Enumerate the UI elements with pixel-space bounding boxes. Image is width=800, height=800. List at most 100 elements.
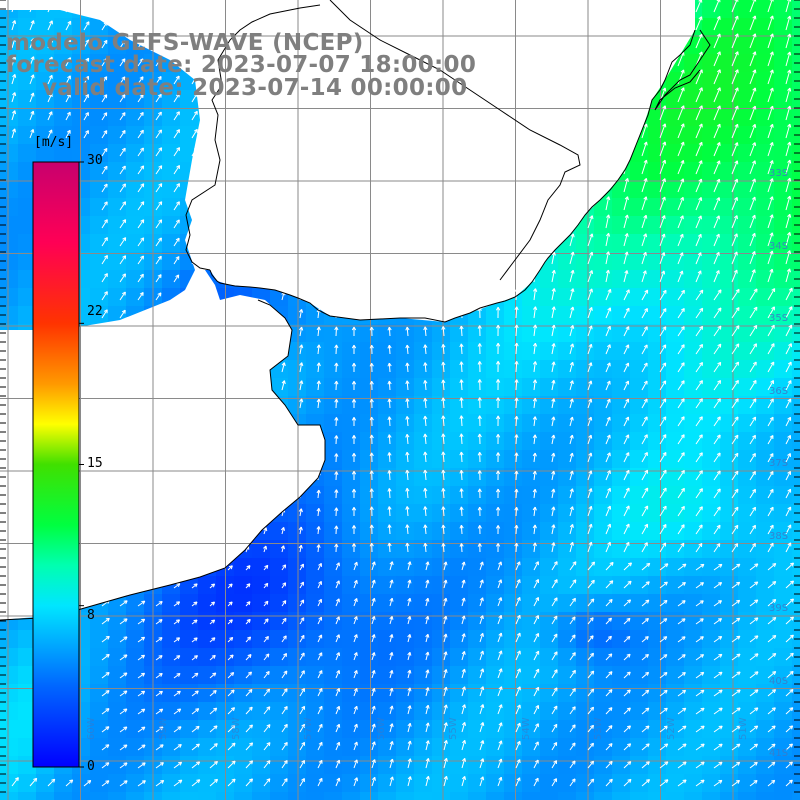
field-cell [648,378,667,397]
wind-arrow [605,232,611,247]
field-cell [684,54,703,73]
field-cell [666,378,685,397]
wind-arrow [173,219,180,229]
field-cell [90,288,109,307]
field-cell [630,360,649,379]
field-cell [360,594,379,613]
field-cell [684,342,703,361]
field-cell [648,342,667,361]
field-cell [0,198,19,217]
field-cell [594,288,613,307]
wind-arrow [695,178,703,193]
field-cell [378,324,397,343]
field-cell [630,558,649,577]
field-cell [198,774,217,793]
field-cell [108,54,127,73]
field-cell [108,198,127,217]
field-cell [468,504,487,523]
field-cell [630,792,649,800]
field-cell [162,108,181,127]
field-cell [72,126,91,145]
field-cell [180,666,199,685]
field-cell [738,558,757,577]
field-cell [486,306,505,325]
field-cell [360,558,379,577]
wind-arrow [605,269,610,283]
wind-arrow [119,76,126,85]
field-cell [252,702,271,721]
field-cell [234,702,253,721]
field-cell [414,396,433,415]
wind-arrow [191,110,198,121]
field-cell [468,720,487,739]
field-cell [342,702,361,721]
field-cell [720,360,739,379]
field-cell [558,558,577,577]
field-cell [342,648,361,667]
field-cell [0,234,19,253]
wind-arrow [101,58,108,67]
wind-arrow [137,291,144,301]
field-cell [522,774,541,793]
field-cell [738,720,757,739]
field-cell [396,342,415,361]
wind-arrow [65,57,71,67]
field-cell [738,324,757,343]
field-cell [702,288,721,307]
wind-arrow [749,87,757,103]
field-cell [720,468,739,487]
field-cell [594,414,613,433]
field-cell [414,450,433,469]
wind-arrow [749,33,757,49]
field-cell [558,486,577,505]
field-cell [576,720,595,739]
field-cell [414,684,433,703]
field-cell [486,756,505,775]
field-cell [576,432,595,451]
field-cell [648,306,667,325]
field-cell [234,648,253,667]
field-cell [666,486,685,505]
field-cell [108,702,127,721]
wind-arrow [155,129,162,139]
field-cell [180,108,199,127]
field-cell [468,792,487,800]
field-cell [540,558,559,577]
field-cell [648,756,667,775]
field-cell [504,504,523,523]
field-cell [738,396,757,415]
field-cell [360,378,379,397]
field-cell [234,558,253,577]
field-cell [738,594,757,613]
field-cell [558,324,577,343]
lat-label-39s: 39S [769,603,789,614]
field-cell [432,630,451,649]
wind-arrow [731,269,738,283]
field-cell [270,630,289,649]
wind-arrow [749,251,756,265]
field-cell [702,450,721,469]
wind-arrow [659,270,666,283]
wind-arrow [695,233,702,247]
field-cell [396,540,415,559]
field-cell [738,90,757,109]
wind-arrow [119,291,126,301]
wind-arrow [551,269,556,283]
wind-arrow [191,146,198,157]
wind-arrow [423,326,428,337]
field-cell [684,216,703,235]
field-cell [234,738,253,757]
field-cell [414,738,433,757]
field-cell [720,162,739,181]
field-cell [378,684,397,703]
field-cell [324,486,343,505]
field-cell [414,666,433,685]
field-cell [648,288,667,307]
lat-label-35s: 35S [769,313,789,324]
wind-arrow [785,105,792,121]
field-cell [720,666,739,685]
field-cell [36,792,55,800]
field-cell [450,486,469,505]
field-cell [630,306,649,325]
field-cell [378,648,397,667]
